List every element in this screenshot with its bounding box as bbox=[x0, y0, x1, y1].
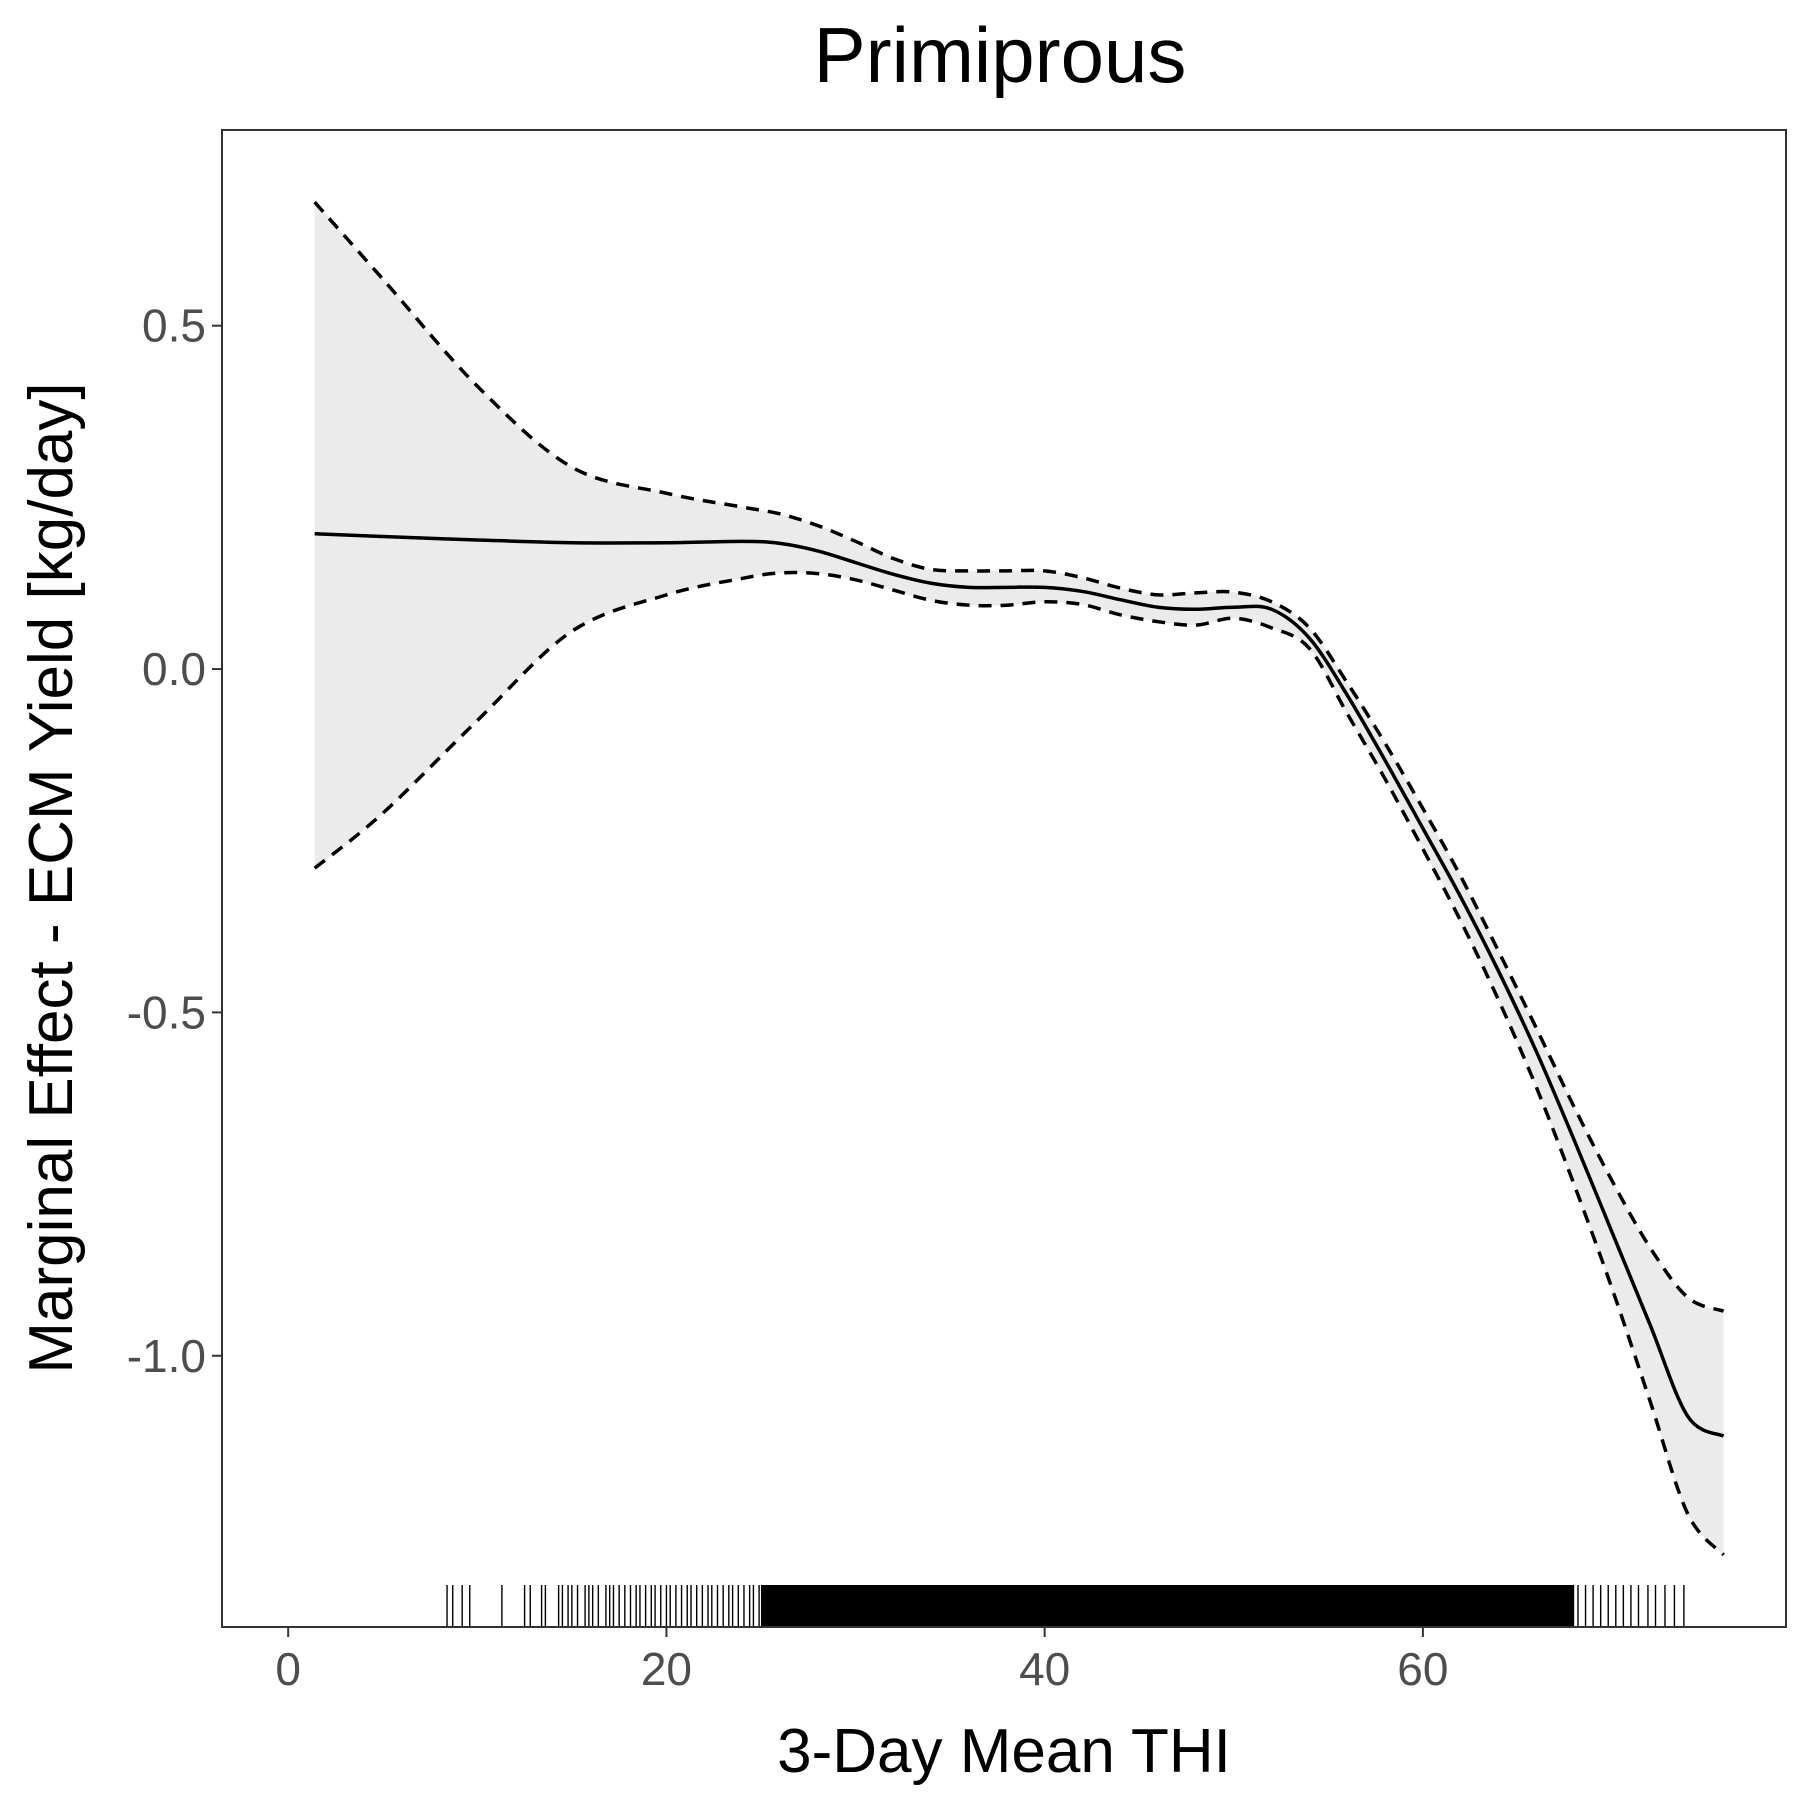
upper-bound-line bbox=[313, 200, 1725, 1313]
y-tick-label: 0.0 bbox=[142, 643, 206, 695]
panel-border bbox=[221, 129, 1787, 1628]
x-tick-label: 0 bbox=[275, 1643, 301, 1695]
x-tick-label: 60 bbox=[1397, 1643, 1448, 1695]
confidence-ribbon bbox=[314, 202, 1724, 1555]
x-axis: 0 20 40 60 bbox=[275, 1627, 1448, 1695]
estimate-line bbox=[314, 532, 1725, 1438]
chart-title: Primiprous bbox=[814, 11, 1187, 99]
panel-background bbox=[222, 130, 1786, 1627]
lower-bound-line bbox=[313, 570, 1725, 1557]
y-axis-title: Marginal Effect - ECM Yield [kg/day] bbox=[17, 382, 86, 1373]
x-tick-label: 20 bbox=[641, 1643, 692, 1695]
y-tick-label: -0.5 bbox=[127, 986, 206, 1038]
y-axis: 0.5 0.0 -0.5 -1.0 bbox=[127, 300, 222, 1382]
y-tick-label: 0.5 bbox=[142, 300, 206, 352]
y-tick-label: -1.0 bbox=[127, 1330, 206, 1382]
x-axis-title: 3-Day Mean THI bbox=[777, 1717, 1231, 1786]
x-tick-label: 40 bbox=[1019, 1643, 1070, 1695]
rug-marks bbox=[446, 1585, 1685, 1627]
plot-area bbox=[221, 129, 1787, 1628]
rug-dense-block bbox=[760, 1585, 1575, 1627]
